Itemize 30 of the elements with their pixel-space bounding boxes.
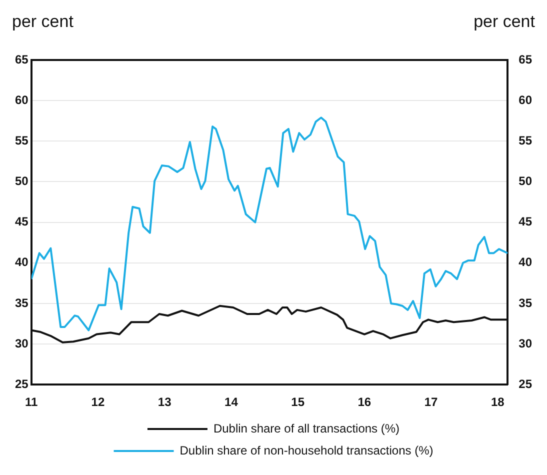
y2-tick-label: 30 [518,336,532,350]
y2-tick-label: 25 [518,376,532,391]
y-axis-title: per cent [12,12,74,32]
x-tick-label: 15 [291,395,305,410]
x-tick-label: 16 [358,395,372,410]
y-tick-label: 40 [14,255,29,270]
x-tick-label: 12 [91,395,105,410]
y-tick-label: 55 [14,133,29,148]
y-tick-label: 50 [14,174,29,188]
y-tick-label: 25 [14,376,29,391]
y-tick-label: 60 [14,92,29,107]
x-tick-label: 11 [25,395,38,410]
y-tick-label: 45 [14,214,29,229]
x-tick-label: 13 [158,395,172,410]
y2-tick-label: 45 [518,214,532,229]
x-tick-label: 17 [424,395,438,410]
y2-tick-label: 65 [518,52,532,66]
x-tick-label: 14 [224,395,238,410]
y2-tick-label: 35 [518,296,532,310]
y2-tick-label: 55 [518,133,532,148]
y2-tick-label: 40 [518,255,532,270]
y2-tick-label: 50 [518,174,532,188]
y2-tick-label: 60 [518,92,532,107]
legend-label: Dublin share of non-household transactions (%) [180,443,434,458]
y2-axis-title: per cent [474,12,536,32]
legend-label: Dublin share of all transactions (%) [213,421,400,436]
y-tick-label: 35 [14,296,29,310]
x-tick-label: 18 [490,395,505,410]
y-tick-label: 65 [14,52,29,66]
y-tick-label: 30 [14,336,29,350]
